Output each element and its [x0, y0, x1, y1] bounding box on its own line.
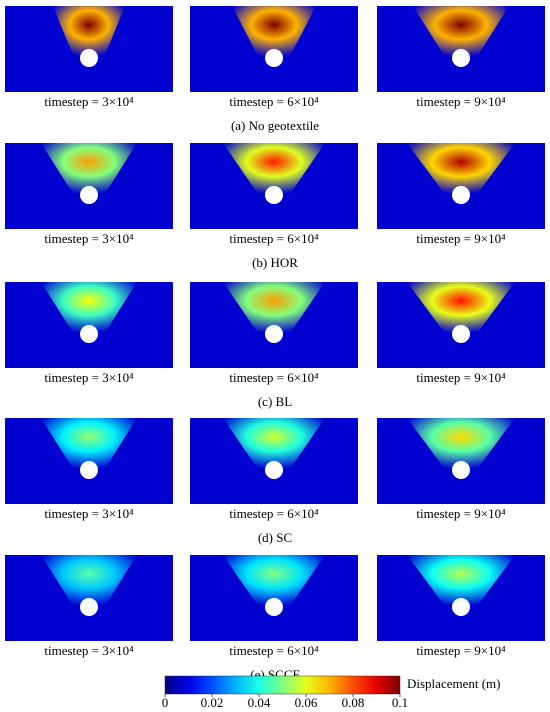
panel-label: timestep = 3×10⁴ — [44, 506, 134, 521]
displacement-zone — [407, 282, 515, 336]
colorbar-tick-label: 0.1 — [392, 695, 408, 710]
simulation-panel — [190, 555, 358, 641]
panel-label: timestep = 6×10⁴ — [229, 643, 319, 658]
tunnel — [265, 325, 283, 343]
tunnel — [265, 186, 283, 204]
colorbar — [164, 675, 401, 695]
tunnel — [452, 49, 470, 67]
displacement-zone — [413, 6, 509, 60]
tunnel — [452, 461, 470, 479]
displacement-zone — [223, 418, 325, 472]
simulation-panel — [190, 6, 358, 92]
tunnel — [265, 598, 283, 616]
row-caption: (d) SC — [258, 530, 292, 545]
tunnel — [265, 49, 283, 67]
simulation-panel — [5, 418, 173, 504]
simulation-panel — [5, 555, 173, 641]
simulation-panel — [5, 282, 173, 368]
tunnel — [452, 598, 470, 616]
tunnel — [80, 461, 98, 479]
simulation-panel — [377, 418, 545, 504]
panel-label: timestep = 9×10⁴ — [416, 506, 506, 521]
row-caption: (b) HOR — [252, 255, 298, 270]
panel-label: timestep = 6×10⁴ — [229, 94, 319, 109]
simulation-panel — [377, 282, 545, 368]
panel-label: timestep = 6×10⁴ — [229, 231, 319, 246]
simulation-panel — [377, 143, 545, 229]
displacement-zone — [41, 418, 137, 472]
panel-label: timestep = 3×10⁴ — [44, 643, 134, 658]
panel-label: timestep = 6×10⁴ — [229, 370, 319, 385]
colorbar-tick-label: 0.02 — [201, 695, 224, 710]
panel-label: timestep = 9×10⁴ — [416, 370, 506, 385]
tunnel — [452, 186, 470, 204]
panel-label: timestep = 3×10⁴ — [44, 94, 134, 109]
displacement-zone — [223, 555, 325, 609]
tunnel — [80, 598, 98, 616]
displacement-zone — [407, 418, 515, 472]
displacement-zone — [53, 6, 125, 60]
displacement-zone — [41, 555, 137, 609]
tunnel — [265, 461, 283, 479]
colorbar-label: Displacement (m) — [407, 676, 501, 691]
displacement-zone — [223, 143, 325, 197]
colorbar-tick-label: 0.04 — [248, 695, 271, 710]
displacement-zone — [407, 143, 515, 197]
simulation-panel — [190, 418, 358, 504]
colorbar-tick-label: 0 — [162, 695, 169, 710]
tunnel — [80, 186, 98, 204]
panel-label: timestep = 6×10⁴ — [229, 506, 319, 521]
panel-label: timestep = 9×10⁴ — [416, 94, 506, 109]
simulation-panel — [190, 143, 358, 229]
panel-label: timestep = 3×10⁴ — [44, 370, 134, 385]
simulation-panel — [377, 6, 545, 92]
displacement-zone — [41, 282, 137, 336]
panel-label: timestep = 3×10⁴ — [44, 231, 134, 246]
tunnel — [80, 49, 98, 67]
displacement-zone — [41, 143, 137, 197]
tunnel — [452, 325, 470, 343]
tunnel — [80, 325, 98, 343]
colorbar-tick-label: 0.06 — [295, 695, 318, 710]
panel-label: timestep = 9×10⁴ — [416, 231, 506, 246]
panel-label: timestep = 9×10⁴ — [416, 643, 506, 658]
simulation-panel — [5, 143, 173, 229]
simulation-panel — [5, 6, 173, 92]
colorbar-tick-label: 0.08 — [342, 695, 365, 710]
simulation-panel — [377, 555, 545, 641]
simulation-panel — [190, 282, 358, 368]
displacement-zone — [223, 282, 325, 336]
displacement-zone — [407, 555, 515, 609]
row-caption: (c) BL — [258, 394, 292, 409]
displacement-zone — [232, 6, 316, 60]
row-caption: (a) No geotextile — [231, 118, 319, 133]
